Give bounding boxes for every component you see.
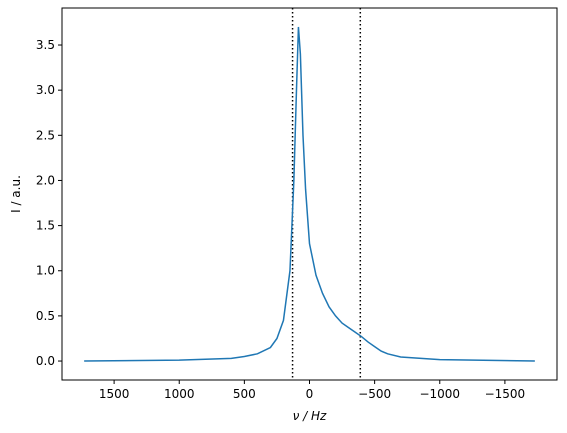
x-tick-label: −1000 bbox=[419, 387, 460, 401]
x-tick-label: 1000 bbox=[164, 387, 195, 401]
data-line bbox=[84, 26, 535, 362]
y-tick-label: 2.5 bbox=[36, 128, 55, 142]
y-tick-label: 0.0 bbox=[36, 354, 55, 368]
y-axis-label: I / a.u. bbox=[9, 175, 23, 213]
y-tick-label: 1.5 bbox=[36, 219, 55, 233]
y-tick-label: 3.5 bbox=[36, 38, 55, 52]
y-tick-label: 0.5 bbox=[36, 309, 55, 323]
y-tick-label: 1.0 bbox=[36, 264, 55, 278]
x-tick-label: 500 bbox=[233, 387, 256, 401]
y-tick-label: 3.0 bbox=[36, 83, 55, 97]
axes-frame bbox=[61, 7, 558, 381]
y-tick-label: 2.0 bbox=[36, 173, 55, 187]
x-tick-label: 1500 bbox=[99, 387, 130, 401]
x-tick-label: 0 bbox=[306, 387, 314, 401]
x-axis-label: ν / Hz bbox=[293, 409, 327, 423]
x-tick-label: −500 bbox=[358, 387, 391, 401]
x-tick-label: −1500 bbox=[485, 387, 526, 401]
